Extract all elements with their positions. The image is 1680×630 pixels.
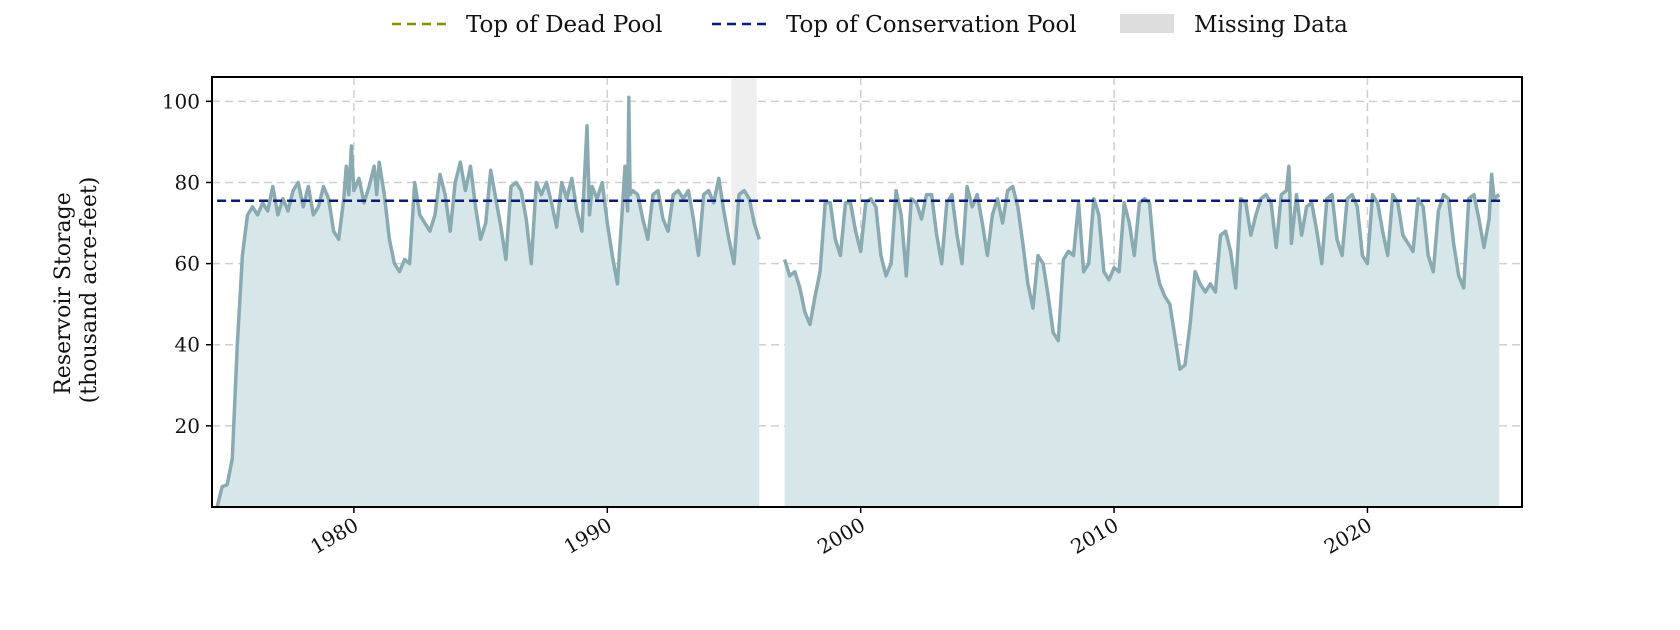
legend: Top of Dead Pool Top of Conservation Poo… — [392, 12, 1348, 38]
x-tick-label: 2020 — [1320, 513, 1376, 559]
y-tick-label: 100 — [162, 89, 200, 113]
x-tick-label: 2010 — [1066, 513, 1122, 559]
x-tick-label: 2000 — [813, 513, 869, 559]
legend-label-missing-data: Missing Data — [1194, 12, 1348, 38]
plot-frame — [211, 76, 1523, 508]
y-tick-label: 40 — [175, 333, 200, 357]
legend-label-conservation-pool: Top of Conservation Pool — [786, 12, 1077, 38]
x-tick-label: 1980 — [306, 513, 362, 559]
y-tick-label: 80 — [175, 170, 200, 194]
legend-label-dead-pool: Top of Dead Pool — [466, 12, 663, 38]
storage-line — [215, 95, 761, 508]
y-axis-label-line-1: Reservoir Storage — [51, 192, 76, 395]
legend-swatch-missing-data — [1120, 14, 1174, 33]
y-axis-label: Reservoir Storage (thousand acre-feet) — [51, 177, 102, 404]
y-axis-label-line-2: (thousand acre-feet) — [77, 177, 102, 404]
y-tick-label: 20 — [175, 414, 200, 438]
y-tick-label: 60 — [175, 252, 200, 276]
storage-area-fill — [217, 97, 760, 508]
plot-area: 20 40 60 80 100 1980 1990 2000 2010 2020 — [162, 76, 1523, 559]
x-tick-label: 1990 — [560, 513, 616, 559]
